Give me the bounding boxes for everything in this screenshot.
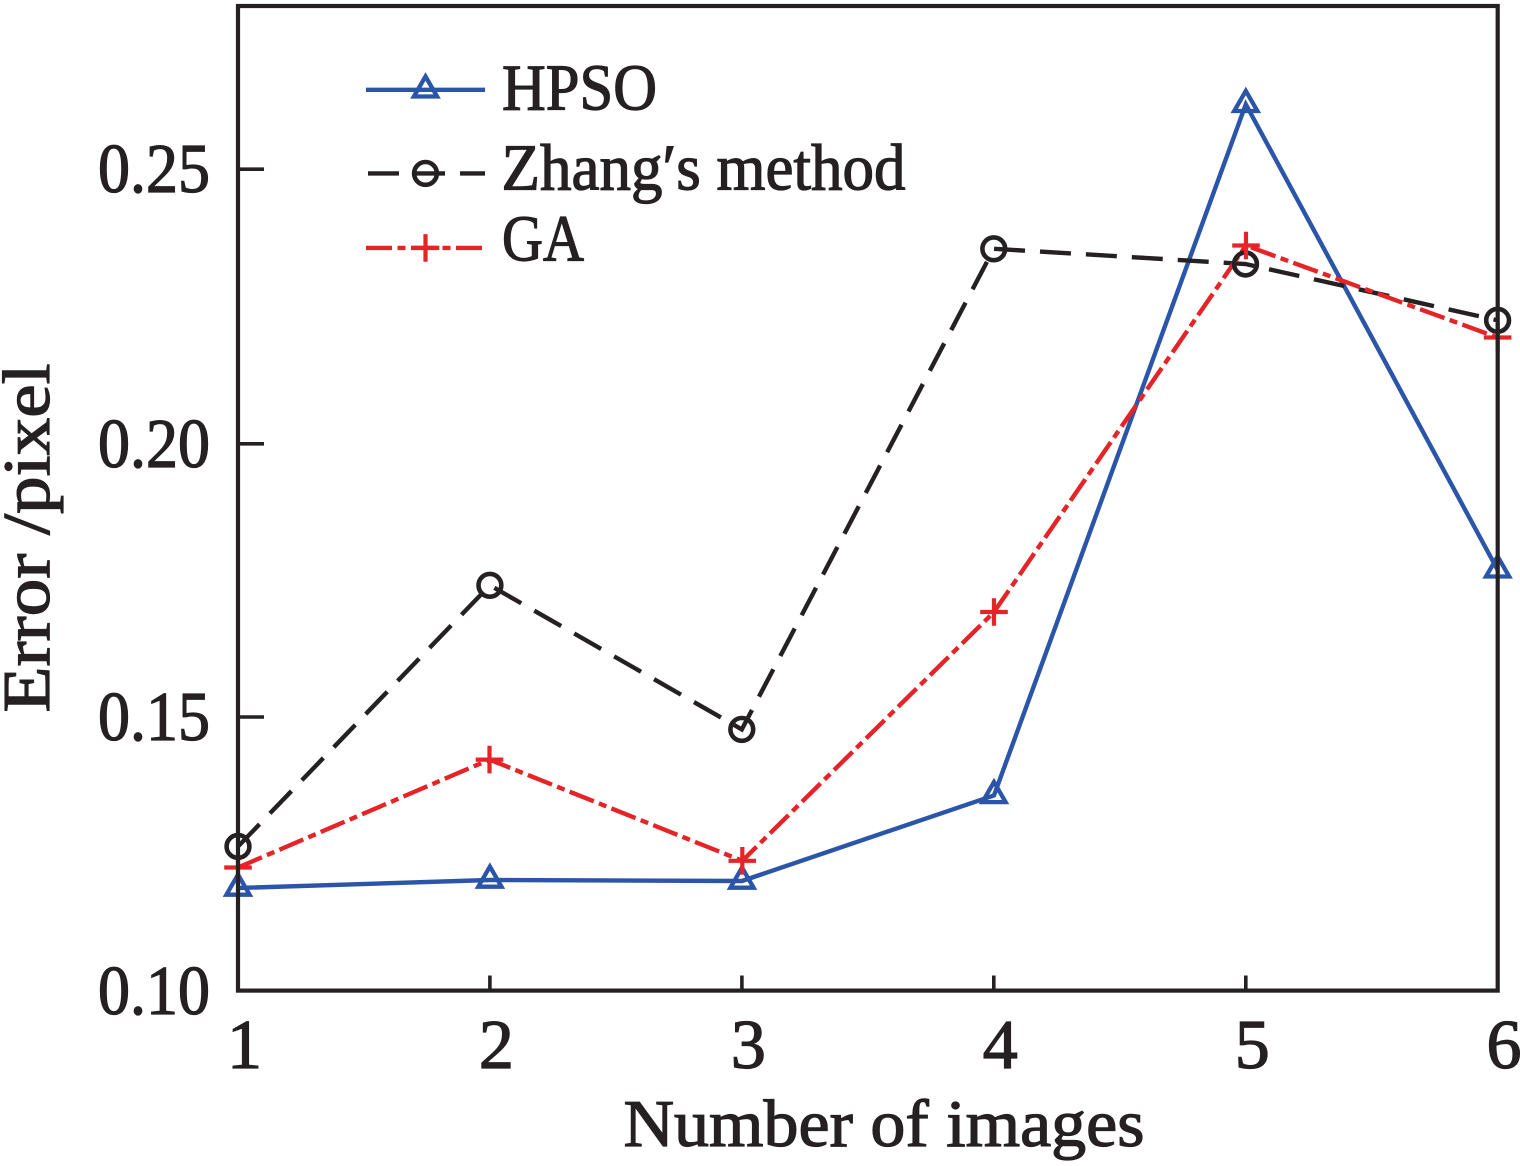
- svg-text:0.15: 0.15: [98, 679, 210, 756]
- svg-text:5: 5: [1235, 1007, 1270, 1084]
- svg-text:0.10: 0.10: [98, 953, 210, 1030]
- svg-text:HPSO: HPSO: [502, 51, 657, 124]
- svg-text:0.25: 0.25: [98, 131, 210, 208]
- svg-text:6: 6: [1487, 1007, 1520, 1084]
- svg-text:Error /pixel: Error /pixel: [0, 364, 64, 713]
- svg-text:Zhang′s method: Zhang′s method: [502, 131, 906, 204]
- svg-text:1: 1: [227, 1007, 262, 1084]
- svg-text:4: 4: [983, 1007, 1018, 1084]
- svg-text:Number of images: Number of images: [624, 1088, 1145, 1161]
- svg-text:2: 2: [479, 1007, 514, 1084]
- svg-text:GA: GA: [502, 203, 584, 276]
- svg-text:3: 3: [731, 1007, 766, 1084]
- svg-text:0.20: 0.20: [98, 406, 210, 483]
